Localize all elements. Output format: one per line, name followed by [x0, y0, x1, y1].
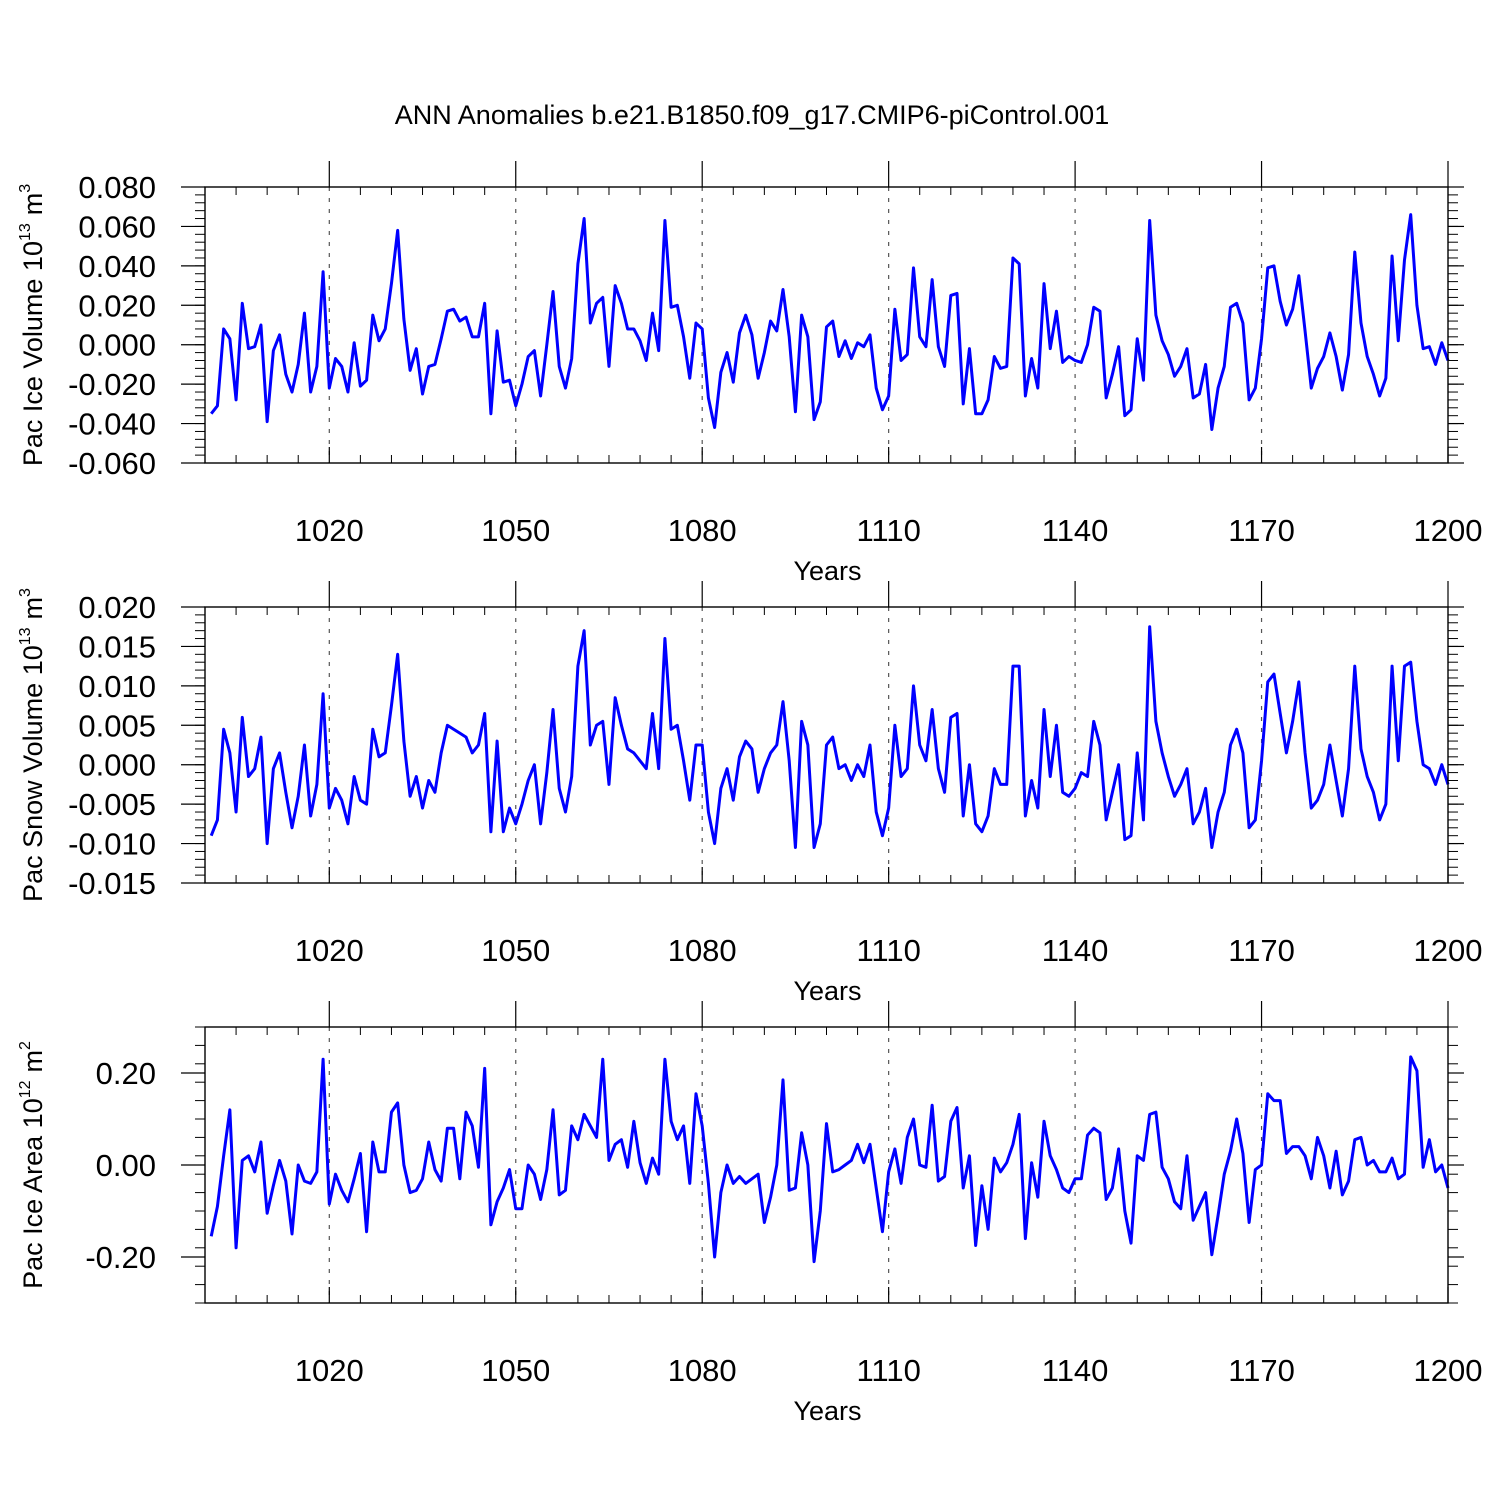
y-axis-unit: m	[18, 193, 48, 216]
y-axis-exponent: 12	[17, 1080, 34, 1098]
y-axis-unit: m	[18, 1050, 48, 1073]
y-tick-label: -0.20	[85, 1240, 156, 1275]
x-tick-label: 1200	[1414, 513, 1483, 548]
y-tick-label: -0.060	[68, 446, 156, 481]
x-tick-label: 1140	[1042, 933, 1109, 968]
panels: 1020 1050 1080 1110 1140 1170 1200 -0.060 -0.040…	[17, 161, 1482, 1426]
x-tick-label: 1140	[1042, 513, 1109, 548]
x-tick-label: 1140	[1042, 1353, 1109, 1388]
x-tick-label: 1200	[1414, 1353, 1483, 1388]
x-tick-label: 1170	[1228, 513, 1295, 548]
y-tick-label: 0.080	[78, 170, 156, 205]
y-axis-unit-exponent: 2	[17, 1041, 34, 1050]
y-tick-label: 0.005	[78, 708, 156, 743]
y-axis-title-text: Pac Ice Area 10	[18, 1098, 48, 1289]
y-tick-label: -0.010	[68, 827, 156, 862]
series-line-pac-snow-volume	[209, 625, 1450, 850]
y-tick-label: 0.010	[78, 669, 156, 704]
plot-frame	[204, 186, 1449, 464]
y-axis-title: Pac Ice Area 1012 m2	[17, 1041, 48, 1289]
y-tick-label: 0.00	[96, 1148, 156, 1183]
y-tick-label: 0.020	[78, 590, 156, 625]
series-line-pac-ice-area	[209, 1055, 1450, 1264]
x-axis-title: Years	[793, 556, 861, 586]
x-tick-label: 1080	[668, 513, 737, 548]
y-axis-title: Pac Snow Volume 1013 m3	[17, 588, 48, 902]
y-tick-label: -0.040	[68, 407, 156, 442]
y-tick-label: 0.020	[78, 288, 156, 323]
plot-frame	[204, 1026, 1449, 1304]
x-tick-label: 1170	[1228, 933, 1295, 968]
main-title: ANN Anomalies b.e21.B1850.f09_g17.CMIP6-…	[395, 100, 1109, 130]
x-tick-label: 1080	[668, 1353, 737, 1388]
y-tick-label: 0.040	[78, 249, 156, 284]
x-tick-label: 1110	[856, 513, 920, 548]
x-tick-label: 1110	[856, 1353, 920, 1388]
y-tick-label: 0.060	[78, 209, 156, 244]
x-tick-label: 1020	[295, 933, 364, 968]
y-tick-label: 0.000	[78, 748, 156, 783]
y-axis-title: Pac Ice Volume 1013 m3	[17, 184, 48, 466]
y-axis-exponent: 13	[17, 223, 34, 241]
series-line-pac-ice-volume	[210, 213, 1450, 431]
pac-ice-volume-panel: 1020 1050 1080 1110 1140 1170 1200 -0.060 -0.040…	[17, 161, 1482, 586]
x-tick-label: 1080	[668, 933, 737, 968]
pac-snow-volume-panel: 1020 1050 1080 1110 1140 1170 1200 -0.015 -0.010…	[17, 581, 1482, 1006]
y-axis-unit: m	[18, 597, 48, 620]
x-tick-label: 1050	[481, 1353, 550, 1388]
y-axis-title-text: Pac Snow Volume 10	[18, 645, 48, 902]
pac-ice-area-panel: 1020 1050 1080 1110 1140 1170 1200 -0.20 0.00 0.2…	[17, 1001, 1482, 1426]
y-axis-exponent: 13	[17, 627, 34, 645]
x-tick-label: 1050	[481, 933, 550, 968]
y-tick-label: -0.020	[68, 367, 156, 402]
y-axis-title-text: Pac Ice Volume 10	[18, 241, 48, 466]
y-tick-label: 0.20	[96, 1056, 156, 1091]
y-tick-label: 0.015	[78, 629, 156, 664]
x-tick-label: 1020	[295, 1353, 364, 1388]
y-tick-label: 0.000	[78, 328, 156, 363]
x-axis-title: Years	[793, 976, 861, 1006]
y-axis-unit-exponent: 3	[17, 184, 34, 193]
x-tick-label: 1170	[1228, 1353, 1295, 1388]
y-tick-label: -0.015	[68, 866, 156, 901]
x-tick-label: 1110	[856, 933, 920, 968]
y-axis-unit-exponent: 3	[17, 588, 34, 597]
x-tick-label: 1200	[1414, 933, 1483, 968]
plot-frame	[204, 606, 1449, 884]
x-tick-label: 1050	[481, 513, 550, 548]
x-tick-label: 1020	[295, 513, 364, 548]
x-axis-title: Years	[793, 1396, 861, 1426]
y-tick-label: -0.005	[68, 787, 156, 822]
